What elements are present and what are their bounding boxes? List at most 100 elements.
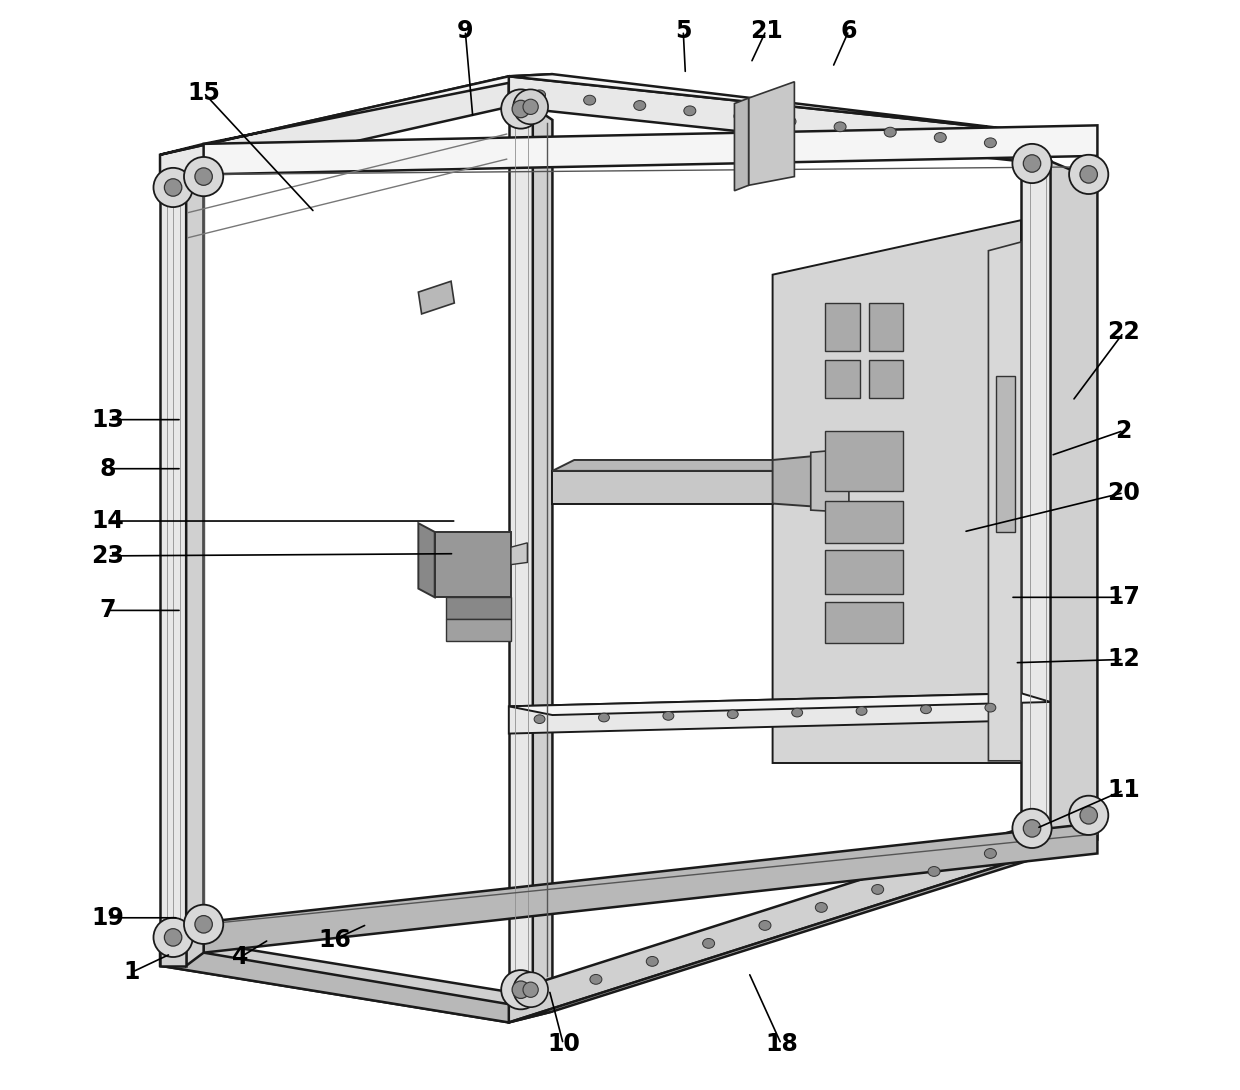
Text: 13: 13	[92, 408, 124, 432]
Text: 21: 21	[750, 19, 782, 43]
Ellipse shape	[985, 848, 997, 859]
Text: 2: 2	[1116, 419, 1132, 443]
Ellipse shape	[728, 710, 738, 718]
Circle shape	[501, 89, 541, 129]
Ellipse shape	[920, 705, 931, 714]
Text: 18: 18	[765, 1032, 797, 1056]
Polygon shape	[811, 449, 849, 512]
Circle shape	[1069, 155, 1109, 194]
Circle shape	[513, 89, 548, 124]
Circle shape	[1012, 809, 1052, 848]
Ellipse shape	[599, 713, 609, 722]
Polygon shape	[160, 74, 553, 155]
Circle shape	[165, 929, 182, 946]
Polygon shape	[186, 174, 203, 935]
Polygon shape	[508, 74, 1050, 134]
Circle shape	[1012, 144, 1052, 183]
Circle shape	[1080, 807, 1097, 824]
Polygon shape	[773, 220, 1021, 763]
Text: 8: 8	[99, 457, 117, 481]
Circle shape	[523, 99, 538, 114]
Ellipse shape	[816, 903, 827, 912]
Circle shape	[154, 918, 192, 957]
Polygon shape	[160, 935, 508, 1022]
Polygon shape	[508, 107, 533, 992]
Polygon shape	[508, 76, 1021, 161]
Text: 22: 22	[1107, 320, 1140, 344]
Text: 19: 19	[92, 906, 124, 930]
Ellipse shape	[872, 885, 884, 894]
Polygon shape	[160, 185, 186, 935]
Ellipse shape	[533, 992, 546, 1003]
Polygon shape	[445, 597, 511, 619]
Circle shape	[184, 157, 223, 196]
Ellipse shape	[703, 938, 714, 948]
Circle shape	[1069, 796, 1109, 835]
Circle shape	[184, 905, 223, 944]
Text: 16: 16	[317, 928, 351, 952]
Ellipse shape	[985, 138, 997, 148]
Polygon shape	[418, 281, 454, 314]
Ellipse shape	[534, 715, 546, 724]
Polygon shape	[508, 828, 1021, 1022]
Circle shape	[512, 100, 529, 118]
Circle shape	[154, 168, 192, 207]
Polygon shape	[160, 76, 508, 185]
Ellipse shape	[590, 974, 601, 984]
Ellipse shape	[856, 706, 867, 715]
Circle shape	[165, 179, 182, 196]
Circle shape	[1080, 166, 1097, 183]
Circle shape	[513, 972, 548, 1007]
Polygon shape	[553, 471, 773, 504]
Ellipse shape	[985, 703, 996, 712]
Ellipse shape	[784, 117, 796, 126]
Polygon shape	[825, 431, 904, 490]
Text: 20: 20	[1107, 481, 1140, 505]
Circle shape	[1023, 155, 1040, 172]
Ellipse shape	[663, 712, 673, 720]
Ellipse shape	[928, 867, 940, 876]
Text: 17: 17	[1107, 585, 1140, 609]
Polygon shape	[868, 360, 904, 398]
Polygon shape	[749, 82, 795, 185]
Polygon shape	[773, 456, 818, 507]
Circle shape	[195, 168, 212, 185]
Polygon shape	[868, 303, 904, 351]
Polygon shape	[445, 619, 511, 641]
Circle shape	[501, 970, 541, 1009]
Text: 12: 12	[1107, 647, 1140, 671]
Polygon shape	[533, 107, 553, 992]
Polygon shape	[160, 935, 186, 966]
Polygon shape	[825, 360, 859, 398]
Text: 4: 4	[232, 945, 249, 969]
Polygon shape	[553, 460, 792, 471]
Polygon shape	[186, 922, 203, 966]
Polygon shape	[1050, 161, 1097, 839]
Circle shape	[1023, 820, 1040, 837]
Ellipse shape	[634, 100, 646, 110]
Polygon shape	[825, 501, 904, 543]
Text: 5: 5	[675, 19, 692, 43]
Ellipse shape	[934, 133, 946, 143]
Text: 6: 6	[841, 19, 857, 43]
Circle shape	[512, 981, 529, 998]
Circle shape	[523, 982, 538, 997]
Polygon shape	[508, 853, 1050, 1022]
Text: 11: 11	[1107, 778, 1140, 802]
Polygon shape	[825, 550, 904, 594]
Ellipse shape	[533, 90, 546, 100]
Ellipse shape	[884, 128, 897, 137]
Text: 10: 10	[547, 1032, 580, 1056]
Polygon shape	[508, 693, 1021, 734]
Polygon shape	[418, 523, 435, 597]
Polygon shape	[435, 532, 511, 597]
Polygon shape	[1021, 161, 1050, 828]
Polygon shape	[160, 953, 553, 1022]
Ellipse shape	[759, 920, 771, 931]
Ellipse shape	[835, 122, 846, 132]
Polygon shape	[734, 98, 749, 191]
Ellipse shape	[734, 111, 746, 121]
Ellipse shape	[791, 708, 802, 717]
Ellipse shape	[584, 95, 595, 105]
Text: 14: 14	[92, 509, 124, 533]
